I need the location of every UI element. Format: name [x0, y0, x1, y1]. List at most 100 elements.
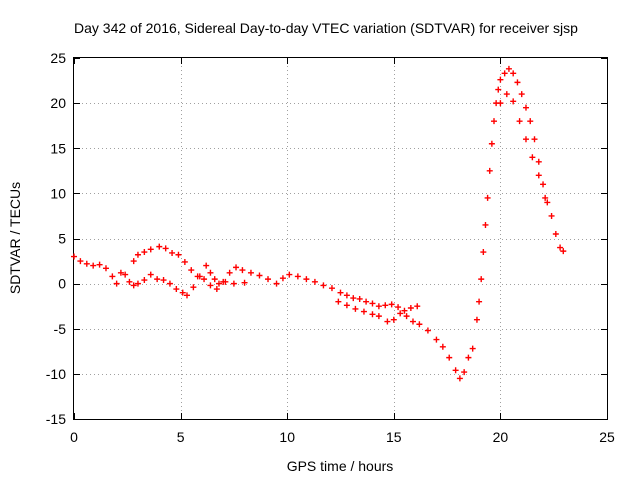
data-point [416, 321, 423, 328]
data-point [497, 76, 504, 83]
y-axis-label: SDTVAR / TECUs [7, 182, 23, 294]
data-point [166, 280, 173, 287]
data-point [220, 278, 227, 285]
x-tick-label: 20 [493, 429, 509, 445]
data-point [522, 104, 529, 111]
data-point [557, 244, 564, 251]
plot-frame [73, 57, 608, 420]
data-point [356, 295, 363, 302]
data-point [505, 65, 512, 72]
data-point [83, 260, 90, 267]
data-point [461, 369, 468, 376]
y-tick-label: 10 [50, 185, 66, 201]
data-point [213, 286, 220, 293]
data-point [384, 318, 391, 325]
data-point [352, 305, 359, 312]
data-point [117, 269, 124, 276]
data-point [397, 310, 404, 317]
data-point [535, 158, 542, 165]
data-point [230, 280, 237, 287]
data-point [497, 100, 504, 107]
data-point [134, 280, 141, 287]
data-point [527, 118, 534, 125]
data-point [77, 258, 84, 265]
data-point [548, 212, 555, 219]
data-point [514, 79, 521, 86]
data-point [226, 269, 233, 276]
data-point [96, 261, 103, 268]
data-point [535, 172, 542, 179]
data-point [247, 269, 254, 276]
data-point [273, 280, 280, 287]
data-point [162, 245, 169, 252]
data-point [122, 271, 129, 278]
data-point [390, 316, 397, 323]
chart-title: Day 342 of 2016, Sidereal Day-to-day VTE… [74, 20, 578, 36]
data-point [560, 248, 567, 255]
data-point [433, 336, 440, 343]
x-tick-label: 15 [386, 429, 402, 445]
data-point [501, 70, 508, 77]
data-point [207, 282, 214, 289]
data-point [407, 304, 414, 311]
data-point [294, 273, 301, 280]
data-point [409, 318, 416, 325]
x-tick-label: 0 [70, 429, 78, 445]
data-point [510, 98, 517, 105]
data-point [194, 273, 201, 280]
data-point [369, 311, 376, 318]
data-point [211, 276, 218, 283]
x-tick-label: 25 [599, 429, 615, 445]
data-point [130, 258, 137, 265]
y-tick-label: 15 [50, 140, 66, 156]
data-point [552, 230, 559, 237]
x-axis-label: GPS time / hours [287, 458, 394, 474]
data-point [395, 304, 402, 311]
data-point [130, 282, 137, 289]
data-point [522, 136, 529, 143]
data-point [102, 265, 109, 272]
data-point [190, 284, 197, 291]
data-point [476, 298, 483, 305]
y-tick-label: -15 [46, 411, 66, 427]
data-point [311, 278, 318, 285]
y-tick-label: 25 [50, 50, 66, 66]
data-point [518, 91, 525, 98]
data-point [201, 276, 208, 283]
x-tick-label: 10 [279, 429, 295, 445]
data-point [369, 300, 376, 307]
data-point [469, 345, 476, 352]
data-point [375, 303, 382, 310]
data-point [147, 271, 154, 278]
data-point [456, 375, 463, 382]
data-point [286, 271, 293, 278]
data-point [360, 308, 367, 315]
axis-ticks [74, 58, 608, 420]
data-point [516, 118, 523, 125]
y-tick-labels: -15 -10 -5 0 5 10 15 20 25 [46, 50, 66, 427]
data-point [147, 246, 154, 253]
data-point [488, 140, 495, 147]
data-point [173, 286, 180, 293]
x-tick-labels: 0 5 10 15 20 25 [70, 429, 615, 445]
data-point [343, 302, 350, 309]
data-point [175, 251, 182, 258]
data-point [279, 275, 286, 282]
data-point [183, 292, 190, 299]
data-point [503, 91, 510, 98]
data-point [90, 262, 97, 269]
data-point [179, 289, 186, 296]
data-point [414, 303, 421, 310]
data-point [343, 292, 350, 299]
data-point [401, 307, 408, 314]
data-point [109, 273, 116, 280]
data-point [265, 276, 272, 283]
data-point [113, 280, 120, 287]
data-point [169, 249, 176, 256]
data-point [403, 313, 410, 320]
data-point [363, 298, 370, 305]
data-point [328, 285, 335, 292]
data-point [473, 316, 480, 323]
data-point [207, 269, 214, 276]
data-point [320, 282, 327, 289]
